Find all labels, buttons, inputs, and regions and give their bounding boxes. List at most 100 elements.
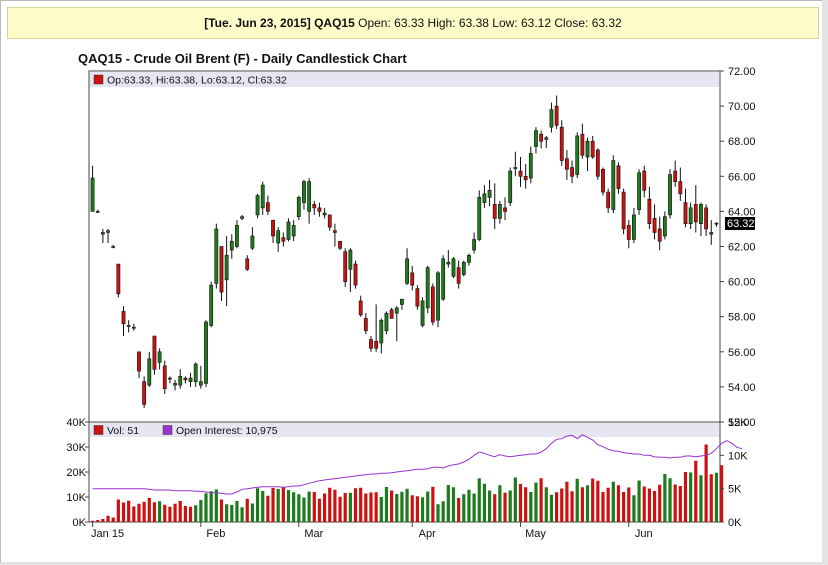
candle bbox=[590, 135, 595, 159]
candle-body bbox=[173, 383, 177, 386]
price-tick-label: 66.00 bbox=[728, 171, 756, 183]
volume-bar bbox=[601, 492, 605, 522]
candle-body bbox=[652, 218, 657, 233]
candle bbox=[554, 95, 559, 129]
volume-bar bbox=[591, 478, 595, 522]
last-price-box bbox=[725, 217, 755, 230]
candle-body bbox=[626, 225, 631, 240]
candle-body bbox=[219, 246, 224, 293]
price-legend-bar bbox=[90, 72, 719, 87]
volume-bar bbox=[173, 503, 177, 522]
candle-body bbox=[513, 167, 518, 169]
candles bbox=[90, 95, 719, 408]
volume-bar bbox=[518, 484, 523, 522]
candle-body bbox=[477, 197, 482, 240]
price-tick-label: 52.00 bbox=[728, 417, 756, 429]
volume-bar bbox=[678, 486, 682, 522]
candle-body bbox=[379, 319, 384, 344]
candle-body bbox=[137, 351, 141, 372]
volume-bar bbox=[436, 504, 440, 522]
candle-body bbox=[430, 286, 435, 323]
open-interest-legend-swatch bbox=[162, 425, 173, 435]
price-tick-label: 72.00 bbox=[728, 66, 756, 78]
candle bbox=[312, 200, 317, 215]
date-axis-ticks: Jan 15 Feb Mar Apr May Jun bbox=[91, 522, 653, 540]
candle bbox=[503, 197, 507, 221]
volume-bar bbox=[142, 501, 146, 522]
volume-legend-swatch bbox=[93, 425, 104, 435]
volume-bar bbox=[240, 507, 244, 522]
candle bbox=[363, 313, 368, 335]
quote-high-value: 63.38 bbox=[458, 16, 489, 30]
frame-shadow-bottom bbox=[0, 562, 828, 565]
volume-bar bbox=[694, 460, 698, 522]
volume-right-tick-label: 5K bbox=[728, 484, 742, 496]
candle bbox=[229, 234, 234, 259]
candle-body bbox=[523, 176, 528, 181]
candle bbox=[647, 186, 652, 229]
volume-bar bbox=[152, 502, 157, 522]
volume-bar bbox=[374, 492, 378, 522]
candle bbox=[451, 257, 456, 279]
candle bbox=[606, 188, 611, 214]
volume-bar bbox=[307, 491, 311, 522]
volume-bar bbox=[627, 487, 631, 522]
candle-body bbox=[621, 191, 626, 230]
volume-bar bbox=[292, 492, 296, 522]
volume-bar bbox=[183, 506, 187, 522]
candle-body bbox=[369, 339, 373, 349]
candle bbox=[518, 156, 523, 187]
price-tick-label: 58.00 bbox=[728, 312, 756, 324]
quote-low-value: 63.12 bbox=[520, 16, 551, 30]
volume-bar bbox=[513, 477, 517, 522]
candle bbox=[642, 165, 647, 198]
volume-bar bbox=[462, 494, 466, 522]
candle bbox=[193, 362, 198, 387]
volume-bar bbox=[276, 489, 280, 522]
volume-bar bbox=[379, 497, 383, 522]
candle-body bbox=[100, 232, 105, 235]
candle bbox=[580, 123, 585, 159]
candle-body bbox=[168, 377, 172, 380]
candle bbox=[632, 207, 636, 243]
volume-bar bbox=[106, 515, 110, 522]
volume-bar bbox=[225, 504, 229, 522]
candle-body bbox=[317, 207, 322, 212]
candle-body bbox=[265, 202, 270, 212]
candle bbox=[250, 227, 255, 251]
candle bbox=[157, 348, 162, 370]
volume-bar bbox=[271, 488, 275, 522]
volume-bar bbox=[493, 494, 497, 522]
candle bbox=[714, 222, 719, 227]
quote-high-label: High: bbox=[427, 16, 456, 30]
candle-body bbox=[528, 153, 533, 179]
candle bbox=[400, 298, 404, 310]
candle bbox=[327, 214, 332, 231]
volume-bar bbox=[482, 483, 487, 522]
candle-body bbox=[415, 288, 420, 307]
candle bbox=[575, 132, 580, 179]
volume-bar bbox=[395, 494, 399, 522]
candle bbox=[255, 193, 260, 219]
candle bbox=[544, 135, 549, 149]
volume-bar bbox=[359, 487, 363, 522]
candle bbox=[668, 169, 672, 219]
volume-bar bbox=[544, 487, 548, 522]
candle-body bbox=[204, 321, 208, 384]
candle bbox=[281, 232, 286, 247]
candle-body bbox=[255, 195, 260, 216]
price-tick-label: 64.00 bbox=[728, 206, 756, 218]
volume-bar bbox=[390, 490, 394, 522]
candle bbox=[565, 149, 569, 180]
candle bbox=[188, 372, 193, 387]
candle-body bbox=[482, 193, 487, 203]
chart-title: QAQ15 - Crude Oil Brent (F) - Daily Cand… bbox=[78, 51, 407, 66]
candle-body bbox=[616, 165, 621, 189]
candle-body bbox=[611, 160, 616, 210]
candle-body bbox=[461, 261, 466, 275]
candle bbox=[626, 220, 631, 249]
candle bbox=[147, 351, 152, 387]
candle bbox=[570, 160, 574, 184]
candle-body bbox=[657, 228, 662, 242]
volume-panel: Vol: 51 Open Interest: 10,975 40K 30K 20K 1… bbox=[66, 417, 748, 529]
